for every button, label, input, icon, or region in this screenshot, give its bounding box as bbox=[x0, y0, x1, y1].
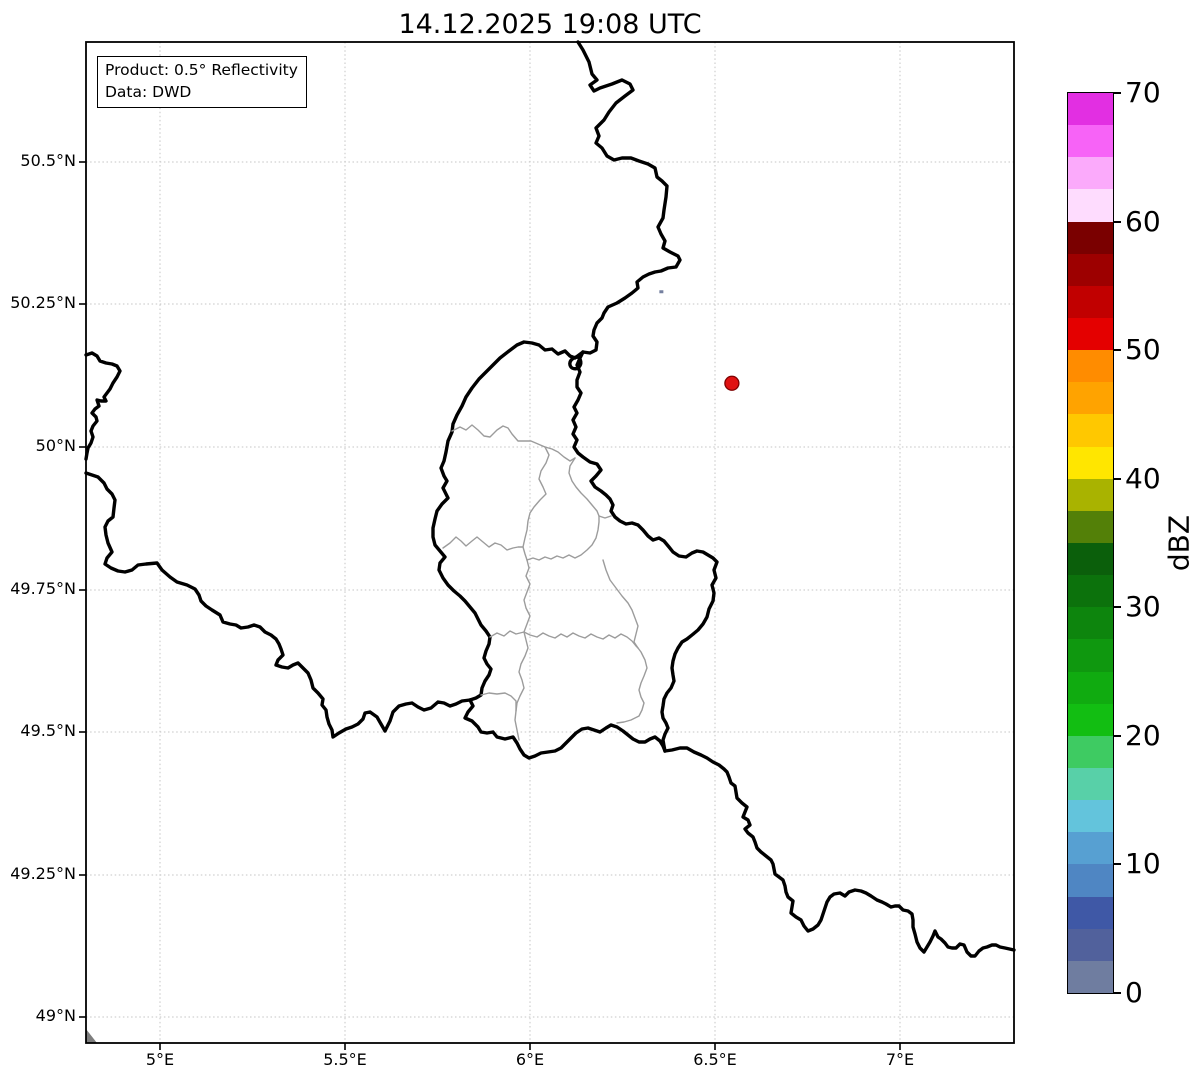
x-tick-label: 5°E bbox=[145, 1050, 175, 1069]
colorbar-segment bbox=[1068, 350, 1113, 383]
figure-title: 14.12.2025 19:08 UTC bbox=[398, 9, 702, 40]
x-tick-label: 5.5°E bbox=[323, 1050, 367, 1069]
colorbar-tick-mark bbox=[1114, 992, 1121, 994]
colorbar-segment bbox=[1068, 382, 1113, 415]
colorbar-tick-label: 20 bbox=[1125, 719, 1161, 752]
border-left-edge-loop bbox=[84, 351, 122, 461]
colorbar-segment bbox=[1068, 607, 1113, 640]
colorbar-tick-mark bbox=[1114, 863, 1121, 865]
map-frame bbox=[85, 41, 1015, 1044]
colorbar-segment bbox=[1068, 157, 1113, 190]
corner-border-fragment bbox=[86, 1029, 97, 1043]
colorbar-segment bbox=[1068, 125, 1113, 158]
y-tick-label: 49°N bbox=[35, 1006, 76, 1025]
colorbar-tick-label: 60 bbox=[1125, 205, 1161, 238]
y-tick-label: 49.5°N bbox=[20, 721, 76, 740]
colorbar-tick-label: 50 bbox=[1125, 333, 1161, 366]
colorbar-segment bbox=[1068, 671, 1113, 704]
colorbar-tick-mark bbox=[1114, 606, 1121, 608]
border-france-belgium bbox=[84, 471, 472, 739]
colorbar-segment bbox=[1068, 189, 1113, 222]
colorbar-tick-label: 40 bbox=[1125, 462, 1161, 495]
colorbar-segment bbox=[1068, 639, 1113, 672]
product-line: Product: 0.5° Reflectivity bbox=[105, 61, 298, 79]
colorbar-segment bbox=[1068, 703, 1113, 736]
y-tick-label: 50.5°N bbox=[20, 151, 76, 170]
colorbar-segment bbox=[1068, 317, 1113, 351]
colorbar-tick-mark bbox=[1114, 735, 1121, 737]
radar-site-marker bbox=[724, 375, 740, 391]
border-france-germany bbox=[663, 746, 1016, 958]
colorbar-tick-mark bbox=[1114, 349, 1121, 351]
colorbar-segment bbox=[1068, 575, 1113, 608]
x-tick-label: 6.5°E bbox=[693, 1050, 737, 1069]
y-tick-label: 49.75°N bbox=[10, 579, 76, 598]
colorbar-segment bbox=[1068, 864, 1113, 897]
y-tick-label: 50.25°N bbox=[10, 293, 76, 312]
colorbar-segment bbox=[1068, 221, 1113, 254]
colorbar-tick-mark bbox=[1114, 92, 1121, 94]
colorbar-segment bbox=[1068, 832, 1113, 865]
graticule bbox=[86, 42, 1014, 1043]
colorbar-tick-label: 70 bbox=[1125, 76, 1161, 109]
x-tick-label: 7°E bbox=[885, 1050, 915, 1069]
colorbar-segment bbox=[1068, 446, 1113, 479]
data-source-line: Data: DWD bbox=[105, 83, 192, 101]
colorbar-segment bbox=[1068, 510, 1113, 543]
colorbar-segment bbox=[1068, 414, 1113, 447]
colorbar-segment bbox=[1068, 928, 1113, 961]
colorbar bbox=[1067, 92, 1114, 994]
faint-echo-pixel bbox=[659, 290, 664, 294]
colorbar-tick-label: 10 bbox=[1125, 847, 1161, 880]
border-belgium-luxembourg bbox=[431, 340, 585, 702]
data-points bbox=[659, 290, 740, 391]
country-borders bbox=[84, 40, 1016, 958]
colorbar-segment bbox=[1068, 767, 1113, 801]
y-tick-label: 49.25°N bbox=[10, 864, 76, 883]
colorbar-segment bbox=[1068, 800, 1113, 833]
axis-tick-marks bbox=[79, 161, 901, 1050]
colorbar-segment bbox=[1068, 735, 1113, 768]
canton-borders bbox=[442, 424, 648, 741]
colorbar-tick-label: 0 bbox=[1125, 976, 1143, 1009]
colorbar-segment bbox=[1068, 93, 1113, 126]
colorbar-tick-label: 30 bbox=[1125, 590, 1161, 623]
colorbar-segment bbox=[1068, 285, 1113, 318]
border-belgium-germany bbox=[576, 40, 682, 355]
colorbar-segment bbox=[1068, 253, 1113, 286]
colorbar-tick-mark bbox=[1114, 478, 1121, 480]
border-france-luxembourg bbox=[463, 698, 667, 760]
colorbar-segment bbox=[1068, 478, 1113, 511]
product-info-box: Product: 0.5° Reflectivity Data: DWD bbox=[97, 56, 307, 108]
colorbar-segment bbox=[1068, 960, 1113, 993]
y-tick-label: 50°N bbox=[35, 436, 76, 455]
colorbar-segment bbox=[1068, 896, 1113, 929]
border-germany-luxembourg bbox=[571, 350, 719, 753]
border-our-river-loop bbox=[568, 355, 583, 371]
colorbar-tick-mark bbox=[1114, 221, 1121, 223]
colorbar-axis-label: dBZ bbox=[1162, 514, 1196, 572]
colorbar-segment bbox=[1068, 542, 1113, 576]
x-tick-label: 6°E bbox=[515, 1050, 545, 1069]
